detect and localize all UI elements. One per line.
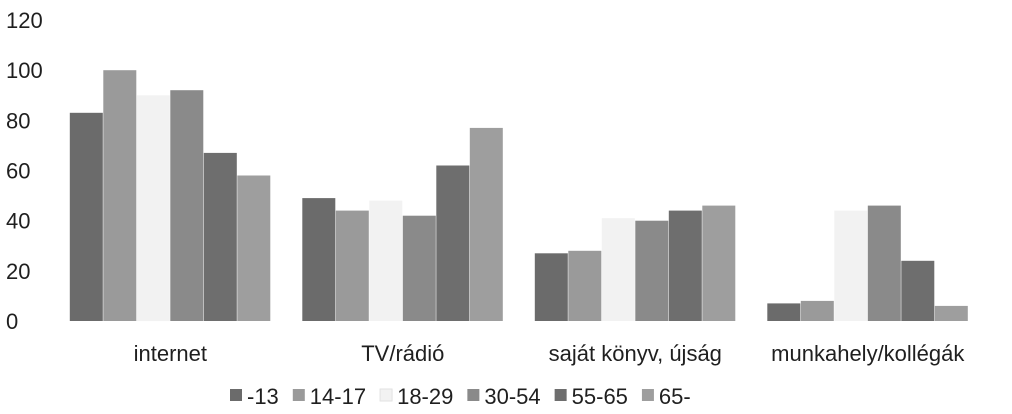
x-category-label: munkahely/kollégák: [771, 341, 965, 366]
bar: [834, 210, 868, 321]
legend-label: -13: [247, 384, 279, 409]
bar: [369, 200, 403, 321]
y-axis: 0 20 40 60 80 100 120: [6, 8, 43, 334]
bar: [934, 305, 968, 321]
legend-label: 65-: [659, 384, 691, 409]
y-tick-label: 120: [6, 8, 43, 33]
y-tick-label: 0: [6, 309, 18, 334]
legend-swatch: [554, 389, 567, 401]
x-axis: internet TV/rádió saját könyv, újság munkah…: [134, 341, 966, 366]
bar: [203, 152, 237, 321]
x-category-label: TV/rádió: [361, 341, 444, 366]
x-category-label: saját könyv, újság: [549, 341, 722, 366]
legend-swatch: [292, 389, 305, 401]
bar: [767, 303, 801, 321]
legend-label: 30-54: [484, 384, 540, 409]
bar: [335, 210, 369, 321]
bar: [402, 215, 436, 321]
bar: [469, 127, 503, 322]
legend-label: 55-65: [572, 384, 628, 409]
bar: [901, 260, 935, 321]
legend-swatch: [467, 389, 480, 401]
bar: [237, 175, 271, 321]
legend-label: 14-17: [310, 384, 366, 409]
y-tick-label: 80: [6, 108, 30, 133]
bar: [170, 90, 204, 321]
y-tick-label: 60: [6, 159, 30, 184]
bar: [702, 205, 736, 321]
y-tick-label: 100: [6, 58, 43, 83]
bar: [635, 220, 669, 321]
legend-swatch: [641, 389, 654, 401]
bar: [302, 198, 336, 321]
y-tick-label: 20: [6, 259, 30, 284]
bar: [668, 210, 702, 321]
bar: [436, 165, 470, 321]
bar: [601, 218, 635, 321]
y-tick-label: 40: [6, 209, 30, 234]
bar: [136, 95, 170, 322]
bar: [69, 112, 103, 321]
legend: -13 14-17 18-29 30-54 55-65 65-: [230, 384, 691, 409]
legend-swatch: [379, 388, 393, 402]
legend-swatch: [230, 389, 242, 401]
bar: [867, 205, 901, 321]
bar: [534, 253, 568, 321]
bar: [568, 250, 602, 321]
bar: [800, 300, 834, 321]
legend-label: 18-29: [397, 384, 453, 409]
x-category-label: internet: [134, 341, 207, 366]
bar: [103, 70, 137, 321]
bars-area: [69, 70, 968, 322]
